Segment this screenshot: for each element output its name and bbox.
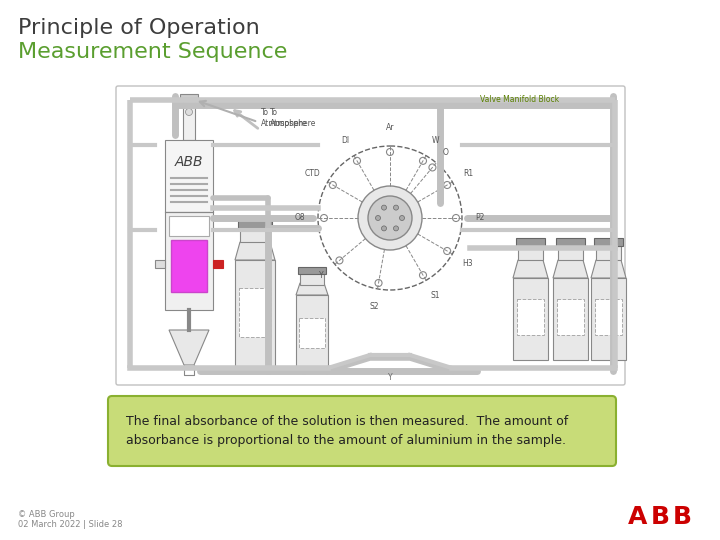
Text: O8: O8	[294, 213, 305, 222]
Circle shape	[429, 164, 436, 171]
Bar	[558, 246, 583, 260]
Text: R1: R1	[463, 168, 473, 178]
Bar	[213, 260, 223, 268]
Circle shape	[368, 196, 412, 240]
Bar	[513, 278, 548, 360]
Circle shape	[420, 272, 426, 279]
Circle shape	[420, 157, 426, 164]
Bar	[518, 246, 543, 260]
Text: DI: DI	[341, 136, 349, 145]
Bar	[594, 238, 623, 246]
Bar	[553, 278, 588, 360]
Bar	[169, 216, 209, 236]
Circle shape	[186, 109, 192, 116]
Polygon shape	[513, 260, 548, 278]
Bar	[165, 140, 213, 212]
Text: 02 March 2022 | Slide 28: 02 March 2022 | Slide 28	[18, 520, 122, 529]
Text: Ar: Ar	[386, 124, 395, 132]
Circle shape	[375, 280, 382, 287]
Text: Principle of Operation: Principle of Operation	[18, 18, 260, 38]
FancyBboxPatch shape	[108, 396, 616, 466]
Bar	[240, 228, 270, 242]
Circle shape	[376, 215, 380, 220]
Bar	[298, 267, 326, 274]
Circle shape	[336, 257, 343, 264]
Polygon shape	[235, 242, 275, 260]
Bar	[517, 299, 544, 335]
Circle shape	[382, 226, 387, 231]
Circle shape	[394, 226, 398, 231]
Bar	[235, 260, 275, 370]
Text: W: W	[431, 136, 438, 145]
Circle shape	[354, 157, 361, 164]
FancyBboxPatch shape	[116, 86, 625, 385]
Text: H3: H3	[463, 259, 473, 267]
Bar	[165, 212, 213, 310]
Bar	[171, 240, 207, 292]
Circle shape	[320, 214, 328, 221]
Bar	[239, 287, 271, 337]
Circle shape	[329, 181, 336, 188]
Text: To
Atmosphere: To Atmosphere	[261, 109, 307, 127]
Text: A: A	[629, 505, 648, 529]
Bar	[596, 246, 621, 260]
Text: The final absorbance of the solution is then measured.  The amount of
absorbance: The final absorbance of the solution is …	[126, 415, 568, 447]
Text: © ABB Group: © ABB Group	[18, 510, 75, 519]
Bar	[300, 273, 324, 285]
Bar	[155, 260, 165, 268]
Circle shape	[452, 214, 459, 221]
Polygon shape	[169, 330, 209, 365]
Polygon shape	[296, 283, 328, 295]
Circle shape	[400, 215, 405, 220]
Text: To
Atmosphere: To Atmosphere	[270, 109, 316, 127]
Text: P2: P2	[475, 213, 485, 222]
Bar	[557, 299, 584, 335]
Circle shape	[387, 148, 394, 156]
Bar	[591, 278, 626, 360]
Bar	[183, 98, 195, 140]
Circle shape	[394, 205, 398, 210]
Text: ABB: ABB	[175, 155, 203, 169]
Text: O: O	[442, 147, 449, 157]
Circle shape	[382, 205, 387, 210]
Text: CTD: CTD	[304, 168, 320, 178]
Text: B: B	[672, 505, 691, 529]
Bar	[556, 238, 585, 246]
Bar	[238, 220, 272, 228]
Circle shape	[358, 186, 422, 250]
Bar	[299, 318, 325, 348]
Bar	[180, 94, 198, 100]
Text: S2: S2	[369, 302, 379, 311]
Text: B: B	[650, 505, 670, 529]
Text: S1: S1	[431, 292, 440, 300]
Circle shape	[318, 146, 462, 290]
Polygon shape	[553, 260, 588, 278]
Text: Y: Y	[319, 272, 323, 280]
Circle shape	[444, 247, 451, 254]
Bar	[516, 238, 545, 246]
Text: Measurement Sequence: Measurement Sequence	[18, 42, 287, 62]
Text: Valve Manifold Block: Valve Manifold Block	[480, 96, 559, 105]
Bar	[595, 299, 622, 335]
Text: Y: Y	[387, 373, 392, 381]
Circle shape	[444, 181, 451, 188]
Polygon shape	[591, 260, 626, 278]
Bar	[296, 295, 328, 370]
